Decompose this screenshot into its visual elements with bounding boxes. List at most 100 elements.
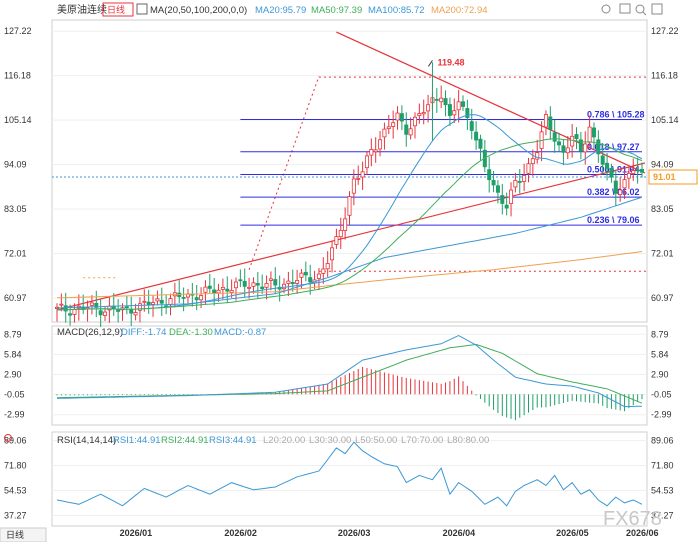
candle-up [151, 302, 156, 305]
candle-up [565, 147, 570, 154]
panel-border-2 [51, 325, 648, 426]
candle-up [338, 229, 343, 238]
rsi-settings-icon[interactable] [4, 434, 12, 442]
candle-down [260, 286, 265, 290]
candle-down [443, 98, 448, 106]
candle-down [609, 167, 614, 178]
rsi-tick-left: 89.06 [4, 436, 27, 446]
candle-up [452, 110, 457, 116]
price-tick-left: 83.05 [4, 204, 27, 214]
fullscreen-icon[interactable] [651, 3, 663, 15]
candle-up [373, 149, 378, 153]
candle-down [63, 305, 68, 312]
candle-down [146, 301, 151, 306]
axes: 127.22 127.22 116.18 116.18 105.14 105.14 94.0… [4, 26, 679, 538]
macd-tick-left: 2.90 [4, 369, 22, 379]
price-tick-left: 60.97 [4, 293, 27, 303]
candle-down [600, 155, 605, 165]
ma200-line [56, 251, 643, 299]
rsi-l30: L30:30.00 [309, 435, 351, 446]
candle-up [360, 171, 365, 178]
macd-panel: 8.79 8.79 5.84 5.84 2.90 2.90 -0.05 -0.05 -2.99 -… [4, 329, 672, 421]
candle-up [203, 286, 208, 293]
candle-up [631, 170, 636, 174]
candle-up [543, 114, 548, 128]
price-tick-right: 105.14 [651, 115, 679, 125]
candle-down [561, 145, 566, 153]
rising-trendline [56, 162, 646, 311]
symbol-title: 美原油连续 [57, 3, 107, 16]
macd-macd-value: MACD:-0.87 [214, 327, 266, 338]
moving-averages [56, 114, 643, 311]
rsi-tick-right: 37.27 [651, 510, 674, 520]
candle-up [347, 196, 352, 216]
high-price-label: 119.48 [437, 57, 464, 67]
candle-down [517, 181, 522, 183]
candle-up [530, 158, 535, 165]
candle-up [89, 302, 94, 306]
bottom-period-tab[interactable] [0, 527, 47, 542]
candle-up [199, 295, 204, 301]
candle-down [548, 116, 553, 130]
price-tick-right: 116.18 [651, 71, 678, 81]
period-badge[interactable] [102, 2, 134, 17]
period-label: 日线 [107, 4, 125, 15]
macd-tick-right: -0.05 [651, 390, 672, 400]
candle-up [618, 189, 623, 195]
trend-lines: 91.01 [52, 31, 698, 311]
date-tick: 2026/02 [224, 528, 257, 538]
ma20-value: MA20:95.79 [255, 5, 306, 16]
current-price-tag [648, 169, 698, 185]
macd-diff-line [56, 335, 643, 408]
panel-border-3 [51, 431, 648, 527]
candle-up [59, 303, 64, 306]
candle-down [194, 297, 199, 301]
ma100-value: MA100:85.72 [368, 5, 425, 16]
candle-down [465, 108, 470, 119]
candle-up [391, 122, 396, 127]
candle-up [421, 112, 426, 115]
screenshot-icon[interactable] [619, 3, 631, 14]
candle-up [412, 116, 417, 127]
zoom-icon[interactable] [635, 4, 647, 16]
candle-up [526, 163, 531, 174]
candle-down [68, 313, 73, 316]
candle-up [286, 280, 291, 284]
rsi-tick-left: 37.27 [4, 510, 27, 520]
ma200-value: MA200:72.94 [431, 5, 488, 16]
current-price-label: 91.01 [653, 172, 676, 182]
settings-icon[interactable] [601, 4, 611, 14]
chart-type-icon[interactable] [136, 3, 148, 15]
candle-down [461, 101, 466, 107]
candle-up [330, 247, 335, 261]
price-tick-right: 94.09 [651, 160, 674, 170]
candle-up [282, 283, 287, 290]
candle-up [439, 97, 444, 103]
candle-down [504, 204, 509, 209]
candle-down [308, 277, 313, 283]
candle-up [456, 101, 461, 111]
price-tick-right: 127.22 [651, 26, 679, 36]
candle-down [129, 309, 134, 314]
ma100-line [56, 196, 643, 309]
candle-up [513, 180, 518, 188]
candle-up [334, 236, 339, 245]
candle-down [557, 141, 562, 146]
candle-up [229, 289, 234, 293]
candle-down [94, 302, 99, 308]
candle-down [478, 138, 483, 149]
rsi-l20: L20:20.00 [263, 435, 305, 446]
candle-up [509, 189, 514, 204]
candle-up [343, 218, 348, 231]
grid [52, 30, 647, 299]
rsi-tick-left: 71.80 [4, 461, 27, 471]
price-tick-left: 72.01 [4, 249, 27, 259]
date-tick: 2026/05 [556, 528, 589, 538]
bottom-period-label: 日线 [6, 529, 24, 540]
candle-down [613, 180, 618, 194]
candle-up [216, 289, 221, 294]
ma50-value: MA50:97.39 [311, 5, 362, 16]
candle-down [635, 169, 640, 172]
falling-trendline [336, 31, 646, 174]
